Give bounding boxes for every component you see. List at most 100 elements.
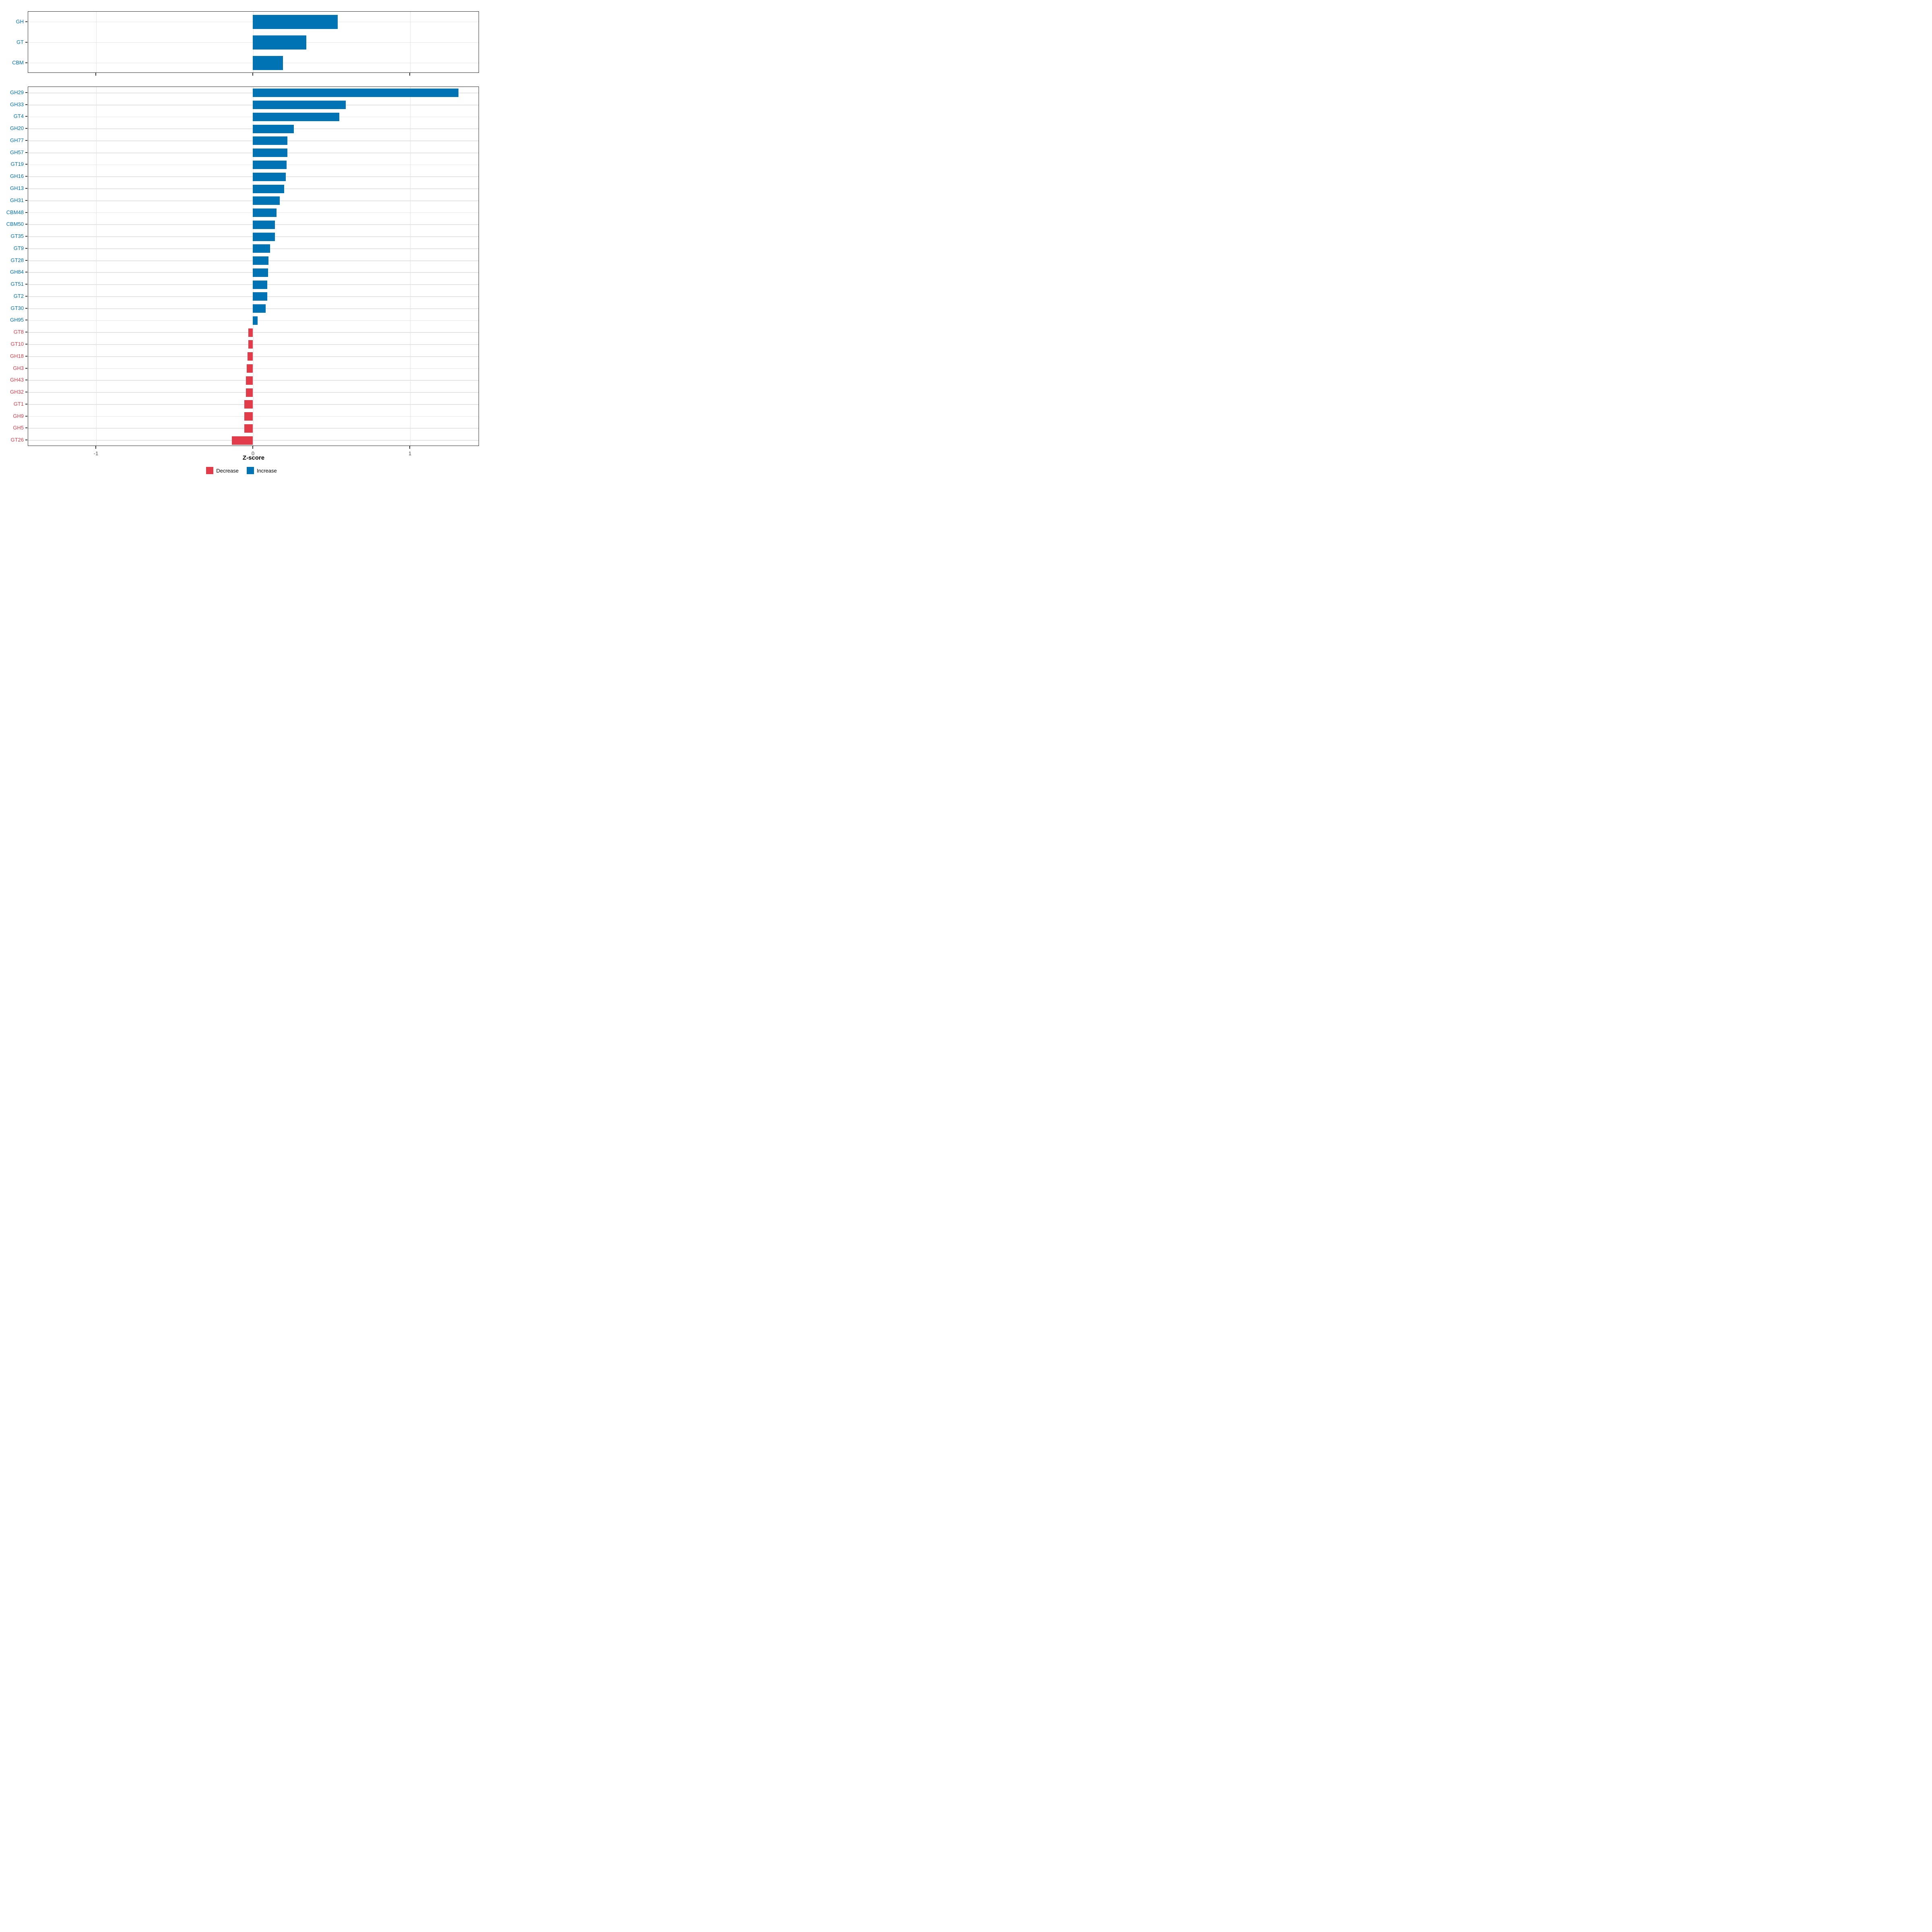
gridline-row <box>28 356 479 357</box>
y-tick-GT51 <box>25 284 27 285</box>
y-label-GT19: GT19 <box>10 161 24 167</box>
x-tick-0 <box>252 446 254 449</box>
gridline-x--1 <box>96 12 97 72</box>
y-tick-GT35 <box>25 236 27 237</box>
bar-GT35 <box>253 232 275 241</box>
bar-CBM48 <box>253 208 277 217</box>
x-tick-label-1: 1 <box>408 450 412 456</box>
bar-GT8 <box>248 328 253 337</box>
gridline-row <box>28 416 479 417</box>
y-tick-CBM <box>25 62 27 63</box>
bar-CBM50 <box>253 220 275 229</box>
y-tick-CBM48 <box>25 212 27 213</box>
bar-GT4 <box>253 112 339 121</box>
bar-GH9 <box>244 412 253 421</box>
y-tick-GH16 <box>25 176 27 177</box>
gridline-row <box>28 368 479 369</box>
bar-GH20 <box>253 124 294 133</box>
y-tick-GH <box>25 21 27 22</box>
y-tick-GT19 <box>25 164 27 165</box>
y-tick-GH33 <box>25 104 27 105</box>
legend: Decrease Increase <box>0 467 483 474</box>
y-label-GH13: GH13 <box>10 185 24 192</box>
legend-item-decrease: Decrease <box>206 467 239 474</box>
gridline-row <box>28 440 479 441</box>
y-tick-GT1 <box>25 403 27 405</box>
gridline-x-1 <box>410 87 411 446</box>
y-tick-GH5 <box>25 427 27 429</box>
y-tick-GH31 <box>25 200 27 201</box>
gridline-x-1 <box>410 12 411 72</box>
y-tick-GH18 <box>25 355 27 357</box>
y-label-GH77: GH77 <box>10 137 24 143</box>
y-label-GH3: GH3 <box>13 365 24 371</box>
y-label-GH5: GH5 <box>13 425 24 431</box>
y-tick-GT28 <box>25 260 27 261</box>
y-tick-GH13 <box>25 188 27 189</box>
x-tick-0 <box>252 73 254 76</box>
gridline-x--1 <box>96 87 97 446</box>
y-label-GH33: GH33 <box>10 101 24 107</box>
bar-GH77 <box>253 136 288 145</box>
y-tick-GH9 <box>25 415 27 417</box>
y-label-GT51: GT51 <box>10 281 24 287</box>
bar-GH57 <box>253 149 288 157</box>
y-label-GH: GH <box>16 18 24 25</box>
y-label-GH9: GH9 <box>13 413 24 419</box>
y-tick-GH20 <box>25 128 27 129</box>
bar-GT28 <box>253 256 269 265</box>
y-label-GH57: GH57 <box>10 149 24 155</box>
y-label-GH20: GH20 <box>10 125 24 132</box>
bar-CBM <box>253 56 283 70</box>
bar-GH <box>253 15 338 29</box>
y-tick-GT10 <box>25 343 27 345</box>
y-tick-GH57 <box>25 152 27 153</box>
y-label-GT4: GT4 <box>13 113 24 120</box>
y-label-GT2: GT2 <box>13 293 24 299</box>
y-tick-GT9 <box>25 248 27 249</box>
bar-GT51 <box>253 280 267 289</box>
x-tick-label--1: -1 <box>93 450 99 456</box>
legend-item-increase: Increase <box>246 467 277 474</box>
y-tick-GH77 <box>25 140 27 141</box>
bar-GH33 <box>253 101 346 109</box>
legend-swatch-decrease <box>206 467 214 474</box>
y-label-GH29: GH29 <box>10 89 24 95</box>
y-label-GT30: GT30 <box>10 305 24 311</box>
y-label-GT28: GT28 <box>10 257 24 263</box>
y-tick-GT <box>25 41 27 43</box>
bar-GH31 <box>253 196 280 205</box>
y-label-GT10: GT10 <box>10 341 24 347</box>
bar-GH13 <box>253 184 285 193</box>
y-tick-GH3 <box>25 367 27 369</box>
y-label-GT: GT <box>16 39 24 45</box>
x-tick-label-0: 0 <box>251 450 255 456</box>
legend-label-increase: Increase <box>256 467 277 474</box>
bar-GH43 <box>246 376 253 385</box>
bar-GT9 <box>253 244 270 253</box>
y-label-GT26: GT26 <box>10 437 24 443</box>
y-tick-GH29 <box>25 92 27 93</box>
y-label-GT35: GT35 <box>10 233 24 239</box>
bar-GH84 <box>253 268 268 277</box>
y-label-CBM50: CBM50 <box>6 221 24 227</box>
bar-GT1 <box>244 400 253 409</box>
bar-GT26 <box>231 436 253 445</box>
bar-GH3 <box>246 364 253 373</box>
x-axis-title: Z-score <box>242 454 265 461</box>
y-label-GH31: GH31 <box>10 197 24 203</box>
bar-GH29 <box>253 89 459 97</box>
bar-GH95 <box>253 316 258 325</box>
panel-enzyme-families <box>28 87 479 446</box>
gridline-row <box>28 404 479 405</box>
y-label-GH43: GH43 <box>10 377 24 383</box>
x-tick--1 <box>95 73 97 76</box>
y-label-CBM48: CBM48 <box>6 209 24 215</box>
bar-GH16 <box>253 172 286 181</box>
x-tick--1 <box>95 446 97 449</box>
y-label-GH95: GH95 <box>10 317 24 323</box>
gridline-x-0 <box>253 87 254 446</box>
y-label-GT1: GT1 <box>13 400 24 407</box>
y-tick-GT30 <box>25 308 27 309</box>
y-tick-GT4 <box>25 116 27 117</box>
